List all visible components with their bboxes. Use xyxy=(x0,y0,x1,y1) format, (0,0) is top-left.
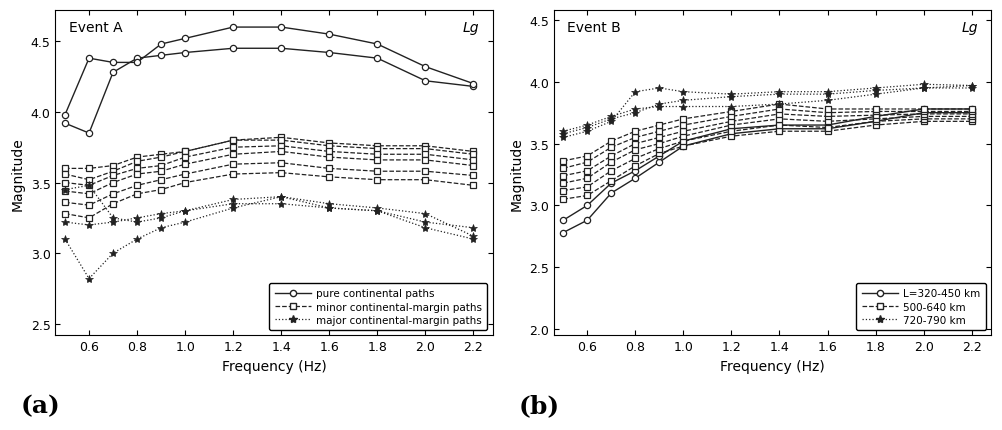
Text: Event B: Event B xyxy=(567,21,620,35)
Legend: pure continental paths, minor continental-margin paths, major continental-margin: pure continental paths, minor continenta… xyxy=(270,284,487,330)
Text: (b): (b) xyxy=(519,394,560,418)
Y-axis label: Magnitude: Magnitude xyxy=(11,136,25,210)
Legend: L=320-450 km, 500-640 km, 720-790 km: L=320-450 km, 500-640 km, 720-790 km xyxy=(857,284,986,330)
Text: (a): (a) xyxy=(20,394,60,418)
Text: Lg: Lg xyxy=(463,21,480,35)
Text: Lg: Lg xyxy=(961,21,978,35)
Text: Event A: Event A xyxy=(68,21,122,35)
Y-axis label: Magnitude: Magnitude xyxy=(509,136,523,210)
X-axis label: Frequency (Hz): Frequency (Hz) xyxy=(221,359,327,373)
X-axis label: Frequency (Hz): Frequency (Hz) xyxy=(719,359,825,373)
